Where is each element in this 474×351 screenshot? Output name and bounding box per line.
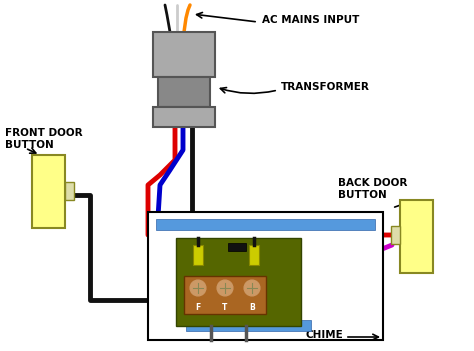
- Text: AC MAINS INPUT: AC MAINS INPUT: [262, 15, 359, 25]
- FancyBboxPatch shape: [32, 155, 65, 228]
- FancyBboxPatch shape: [400, 200, 433, 273]
- Text: TRANSFORMER: TRANSFORMER: [281, 82, 370, 92]
- Text: FRONT DOOR
BUTTON: FRONT DOOR BUTTON: [5, 128, 82, 150]
- Circle shape: [217, 280, 233, 296]
- FancyBboxPatch shape: [184, 276, 266, 314]
- Text: B: B: [249, 303, 255, 312]
- Text: CHIME: CHIME: [305, 330, 343, 340]
- FancyBboxPatch shape: [176, 238, 301, 326]
- FancyBboxPatch shape: [65, 182, 74, 200]
- Circle shape: [244, 280, 260, 296]
- Text: BACK DOOR
BUTTON: BACK DOOR BUTTON: [338, 178, 407, 200]
- FancyBboxPatch shape: [228, 243, 246, 251]
- FancyBboxPatch shape: [153, 107, 215, 127]
- FancyBboxPatch shape: [153, 32, 215, 77]
- Circle shape: [190, 280, 206, 296]
- FancyBboxPatch shape: [193, 245, 203, 265]
- FancyBboxPatch shape: [391, 226, 400, 244]
- FancyBboxPatch shape: [186, 320, 311, 331]
- FancyBboxPatch shape: [148, 212, 383, 340]
- FancyBboxPatch shape: [158, 77, 210, 107]
- FancyBboxPatch shape: [249, 245, 259, 265]
- FancyBboxPatch shape: [156, 219, 375, 230]
- Text: F: F: [195, 303, 201, 312]
- Text: T: T: [222, 303, 228, 312]
